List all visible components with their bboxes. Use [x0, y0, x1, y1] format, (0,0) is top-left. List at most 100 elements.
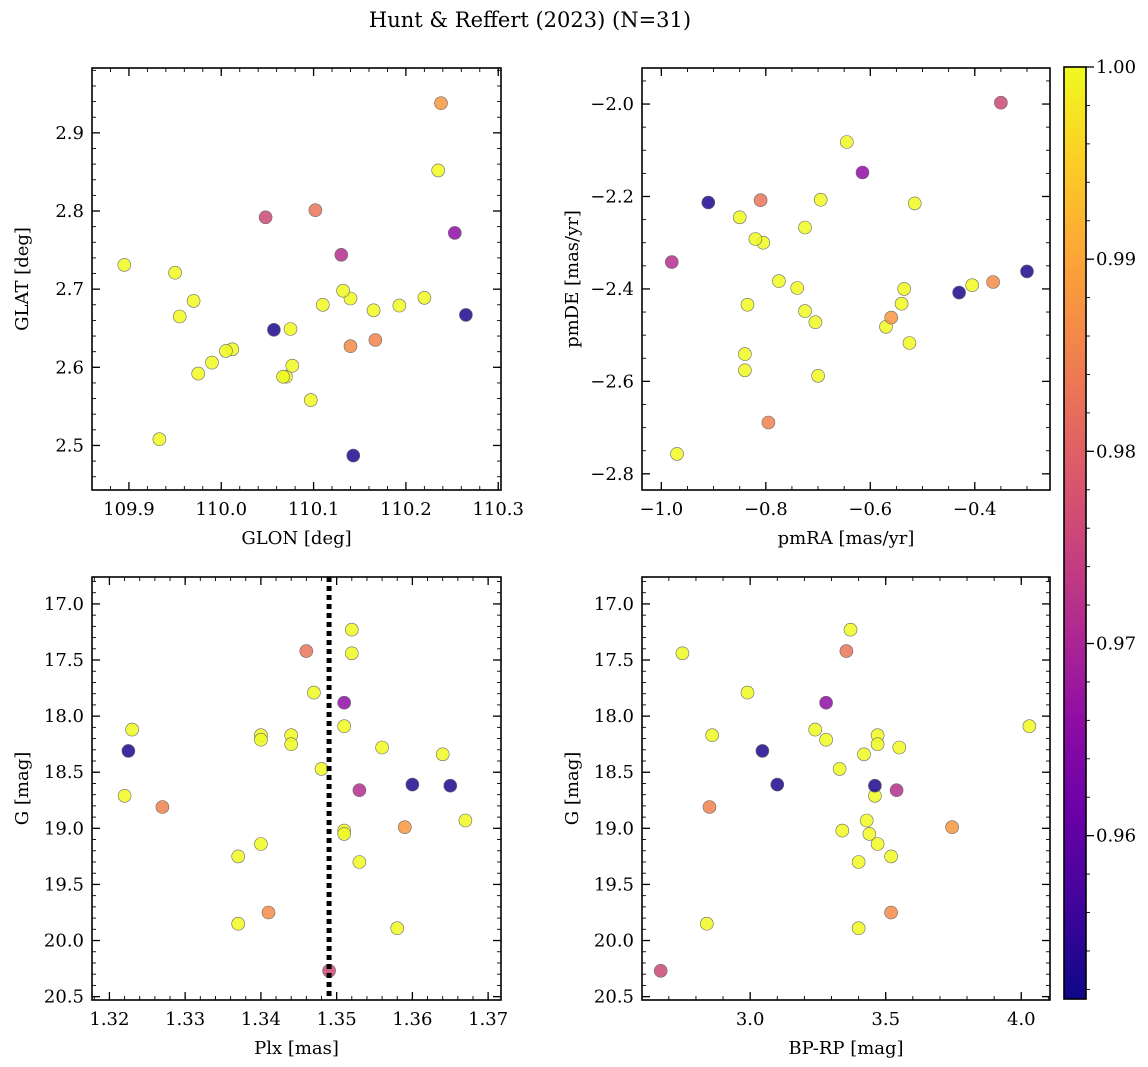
data-point	[738, 363, 752, 378]
colorbar-tick-label: 0.99	[1096, 249, 1136, 270]
data-point	[675, 646, 690, 661]
data-point	[965, 278, 980, 293]
data-point	[740, 685, 755, 700]
data-point	[740, 297, 755, 312]
y-tick-label: 20.5	[594, 987, 634, 1008]
data-point	[884, 849, 898, 864]
y-tick-label: 18.0	[44, 706, 84, 727]
data-point	[870, 737, 885, 752]
y-tick-label: 20.0	[594, 931, 634, 952]
data-point	[835, 823, 850, 838]
data-point	[121, 744, 136, 758]
data-point	[945, 820, 959, 835]
y-tick-label: 17.0	[594, 594, 634, 615]
data-point	[952, 285, 966, 300]
y-tick-label: 2.7	[55, 279, 84, 300]
data-point	[862, 827, 877, 841]
data-point	[819, 732, 833, 747]
x-tick-label: 3.0	[736, 1009, 765, 1030]
data-point	[336, 283, 350, 298]
data-point	[748, 232, 763, 246]
y-tick-label: 20.0	[44, 931, 84, 952]
y-axis-label: G [mag]	[562, 752, 583, 825]
y-tick-label: 17.5	[44, 650, 84, 671]
colorbar: 0.96 0.97 0.98 0.99 1.00	[1063, 57, 1136, 1000]
data-point	[811, 368, 825, 383]
data-point	[839, 135, 854, 149]
data-point	[303, 393, 318, 407]
data-point	[447, 226, 462, 240]
data-point	[902, 336, 917, 350]
data-point	[390, 921, 405, 936]
y-tick-label: 20.5	[44, 987, 84, 1008]
data-point	[405, 777, 420, 792]
x-tick-label: 109.9	[103, 499, 155, 520]
data-point	[152, 432, 167, 447]
data-point	[352, 783, 367, 798]
data-point	[155, 800, 170, 814]
data-point	[231, 849, 245, 864]
y-tick-label: −2.6	[590, 371, 634, 392]
colorbar-tick-label: 0.98	[1096, 441, 1136, 462]
x-tick-label: 3.5	[871, 1009, 900, 1030]
y-tick-label: 19.5	[594, 874, 634, 895]
x-tick-label: 110.2	[380, 499, 432, 520]
data-point	[732, 210, 747, 225]
y-tick-label: −2.8	[590, 464, 634, 485]
data-point	[702, 800, 717, 814]
data-point	[117, 258, 132, 272]
data-point	[307, 685, 321, 700]
data-point	[772, 274, 786, 288]
y-tick-label: 19.0	[594, 818, 634, 839]
x-tick-label: −0.4	[953, 499, 997, 520]
data-point	[892, 740, 907, 755]
data-point	[368, 333, 383, 347]
data-point	[664, 255, 679, 269]
data-point	[770, 777, 785, 792]
data-point	[186, 294, 201, 308]
data-point	[1022, 719, 1037, 734]
data-point	[857, 747, 871, 762]
data-point	[417, 290, 432, 305]
x-tick-label: 1.32	[89, 1009, 129, 1030]
data-point	[813, 192, 828, 207]
data-point	[117, 788, 132, 803]
y-axis-label: pmDE [mas/yr]	[562, 210, 583, 348]
panel-1: 109.9 110.0 110.1 110.2 110.3 2.5 2.6 2.7 2.8 2.9…	[12, 67, 524, 549]
data-point	[285, 358, 300, 373]
data-point	[366, 303, 381, 318]
y-tick-label: 2.8	[55, 201, 84, 222]
data-point	[986, 275, 1000, 289]
y-tick-label: 17.0	[44, 594, 84, 615]
x-axis-label: Plx [mas]	[254, 1038, 339, 1059]
y-axis-label: GLAT [deg]	[12, 227, 33, 331]
data-point	[761, 415, 776, 430]
panel-4: 3.0 3.5 4.0 17.0 17.5 18.0 18.5 19.0 19.5 20.0 20.…	[562, 576, 1051, 1059]
data-point	[375, 740, 389, 755]
x-tick-label: 1.33	[165, 1009, 205, 1030]
y-tick-label: 19.5	[44, 874, 84, 895]
y-tick-label: 19.0	[44, 818, 84, 839]
x-tick-label: 110.0	[195, 499, 247, 520]
colorbar-tick-label: 1.00	[1096, 57, 1136, 78]
data-point	[670, 447, 684, 461]
x-tick-label: 1.36	[392, 1009, 432, 1030]
data-point	[205, 355, 219, 370]
y-tick-label: 18.0	[594, 706, 634, 727]
x-tick-label: 110.3	[472, 499, 524, 520]
data-point	[337, 827, 352, 841]
data-point	[897, 282, 912, 296]
data-point	[738, 347, 752, 361]
data-point	[352, 855, 367, 869]
data-point	[705, 728, 720, 743]
data-point	[653, 963, 668, 978]
y-tick-label: 2.9	[55, 123, 84, 144]
data-point	[884, 905, 898, 920]
data-point	[701, 195, 716, 210]
data-point	[276, 369, 290, 384]
axes-frame	[91, 576, 502, 1001]
y-tick-label: −2.0	[590, 94, 634, 115]
scatter-points	[653, 622, 1037, 978]
data-point	[397, 820, 412, 835]
